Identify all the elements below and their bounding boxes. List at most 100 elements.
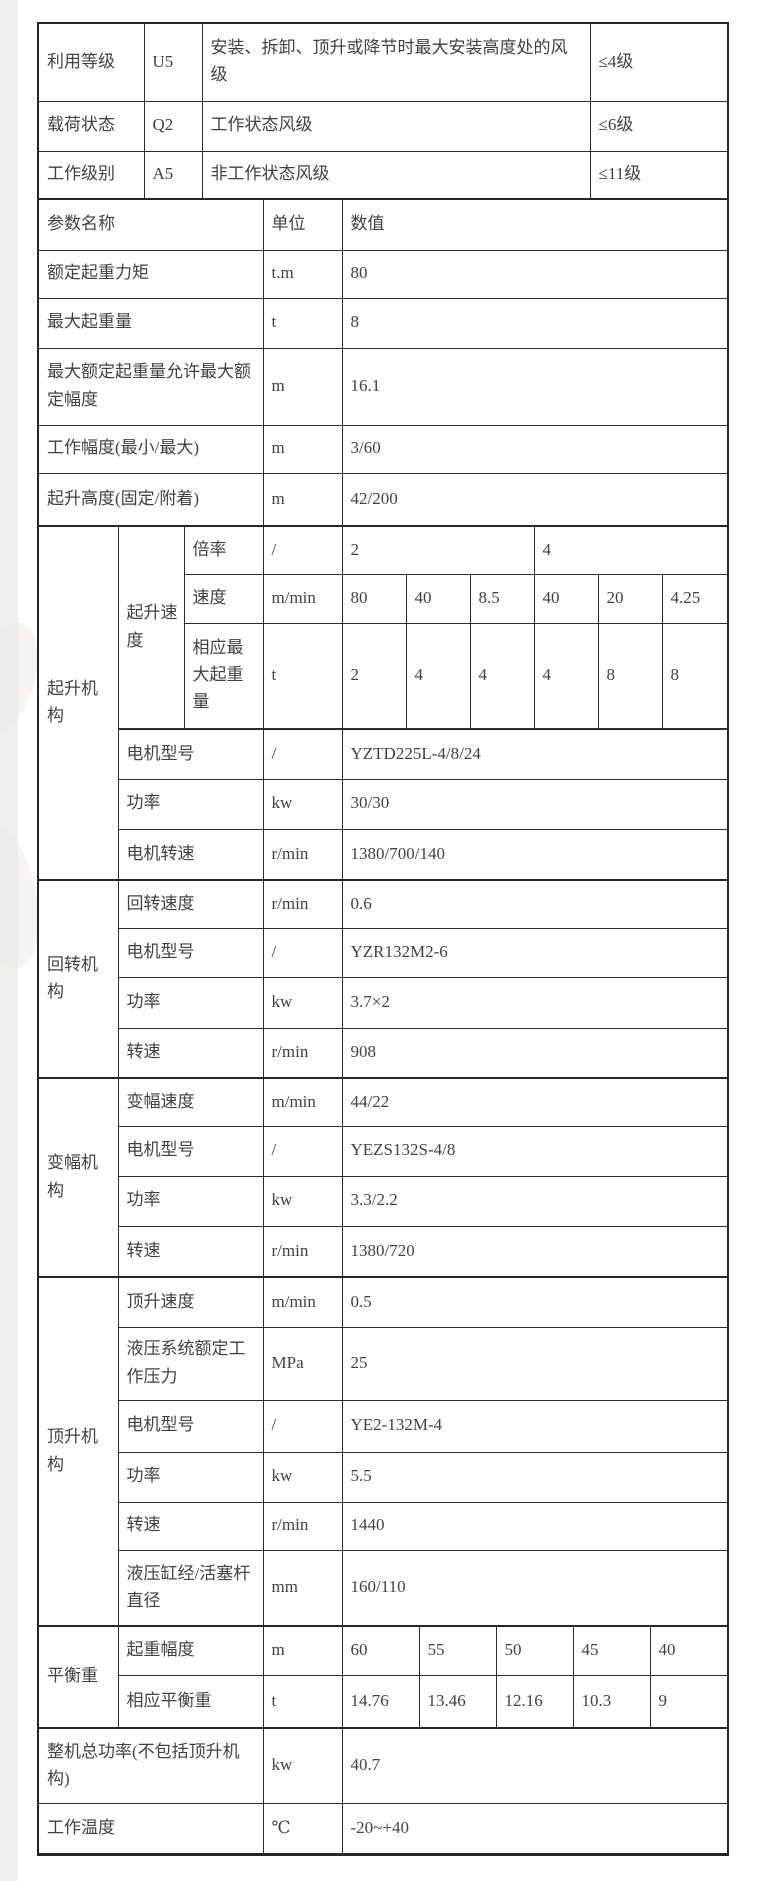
counterweight-weight-label: 相应平衡重 <box>117 1674 263 1727</box>
section-label-hoisting: 起升机构 <box>39 525 118 879</box>
hoisting-mechanism-table: 起升机构 起升速度 倍率 / 2 4 速度 m/min 80 40 8.5 40… <box>39 525 728 879</box>
param-name-cell: 转速 <box>117 1225 263 1276</box>
param-value-cell: 1380/720 <box>341 1225 727 1276</box>
counterweight-radius-value: 60 <box>341 1625 419 1675</box>
hoisting-capacity-value: 2 <box>341 622 406 729</box>
param-unit-cell: r/min <box>262 828 342 879</box>
classification-wind-limit-cell: ≤4级 <box>589 24 727 101</box>
counterweight-weight-value: 13.46 <box>418 1674 496 1727</box>
classification-wind-desc-cell: 工作状态风级 <box>201 100 590 151</box>
param-unit-cell: / <box>262 1125 342 1176</box>
param-name-cell: 电机型号 <box>117 1399 263 1452</box>
classification-code-cell: A5 <box>143 150 202 198</box>
param-header-value-cell: 数值 <box>341 198 727 250</box>
param-value-cell: YZR132M2-6 <box>341 927 727 977</box>
section-label-jacking: 顶升机构 <box>39 1276 118 1625</box>
param-name-cell: 转速 <box>117 1501 263 1550</box>
param-value-cell: 25 <box>341 1326 727 1400</box>
hoisting-capacity-value: 8 <box>661 622 728 729</box>
param-unit-cell: ℃ <box>262 1802 342 1853</box>
param-name-cell: 液压系统额定工作压力 <box>117 1326 263 1400</box>
param-name-cell: 起升高度(固定/附着) <box>39 472 263 525</box>
classification-wind-limit-cell: ≤11级 <box>589 150 727 198</box>
section-label-luffing: 变幅机构 <box>39 1077 118 1276</box>
hoisting-capacity-unit: t <box>262 622 342 729</box>
counterweight-radius-unit: m <box>262 1625 342 1675</box>
counterweight-table: 平衡重 起重幅度 m 60 55 50 45 40 相应平衡重 t 14.76 … <box>39 1625 727 1727</box>
classification-code-cell: Q2 <box>143 100 202 151</box>
param-value-cell: -20~+40 <box>341 1802 727 1853</box>
param-name-cell: 电机型号 <box>117 728 263 779</box>
param-value-cell: 3/60 <box>341 424 727 473</box>
param-unit-cell: kw <box>262 778 342 829</box>
param-unit-cell: kw <box>262 1175 342 1226</box>
param-name-cell: 功率 <box>117 976 263 1028</box>
param-name-cell: 最大起重量 <box>39 297 263 348</box>
param-unit-cell: m <box>262 424 342 473</box>
param-value-cell: 8 <box>341 297 727 348</box>
classification-code-cell: U5 <box>143 24 202 101</box>
param-unit-cell: r/min <box>262 1027 342 1077</box>
counterweight-weight-value: 10.3 <box>572 1674 650 1727</box>
hoisting-capacity-value: 4 <box>405 622 470 729</box>
hoisting-speed-value: 8.5 <box>469 573 535 623</box>
hoisting-ratio-unit: / <box>262 525 342 574</box>
param-unit-cell: m <box>262 347 342 425</box>
param-unit-cell: kw <box>262 1727 342 1803</box>
param-name-cell: 功率 <box>117 1451 263 1502</box>
param-name-cell: 工作温度 <box>39 1802 263 1853</box>
param-name-cell: 转速 <box>117 1027 263 1077</box>
param-value-cell: 30/30 <box>341 778 728 829</box>
param-name-cell: 最大额定起重量允许最大额定幅度 <box>39 347 263 425</box>
basic-params-table: 参数名称 单位 数值 额定起重力矩 t.m 80 最大起重量 t 8 最大额定起… <box>39 198 727 525</box>
counterweight-radius-label: 起重幅度 <box>117 1625 263 1675</box>
param-name-cell: 功率 <box>117 1175 263 1226</box>
param-unit-cell: / <box>262 927 342 977</box>
param-unit-cell: kw <box>262 1451 342 1502</box>
param-unit-cell: mm <box>262 1549 342 1625</box>
param-value-cell: 3.3/2.2 <box>341 1175 727 1226</box>
counterweight-radius-value: 40 <box>649 1625 727 1675</box>
param-name-cell: 电机转速 <box>117 828 263 879</box>
counterweight-radius-value: 50 <box>495 1625 573 1675</box>
param-name-cell: 液压缸经/活塞杆直径 <box>117 1549 263 1625</box>
param-value-cell: YEZS132S-4/8 <box>341 1125 727 1176</box>
classification-wind-limit-cell: ≤6级 <box>589 100 727 151</box>
hoisting-speed-value: 40 <box>533 573 599 623</box>
counterweight-weight-value: 14.76 <box>341 1674 419 1727</box>
param-name-cell: 工作幅度(最小/最大) <box>39 424 263 473</box>
hoisting-speed-unit: m/min <box>262 573 342 623</box>
hoisting-ratio-value: 4 <box>533 525 728 574</box>
jacking-mechanism-table: 顶升机构 顶升速度 m/min 0.5 液压系统额定工作压力 MPa 25 电机… <box>39 1276 727 1625</box>
param-value-cell: 3.7×2 <box>341 976 727 1028</box>
param-value-cell: 42/200 <box>341 472 727 525</box>
param-unit-cell: r/min <box>262 879 342 928</box>
summary-table: 整机总功率(不包括顶升机构) kw 40.7 工作温度 ℃ -20~+40 <box>39 1727 727 1853</box>
hoisting-ratio-label: 倍率 <box>183 525 263 574</box>
param-unit-cell: m <box>262 472 342 525</box>
param-unit-cell: t <box>262 297 342 348</box>
param-value-cell: 5.5 <box>341 1451 727 1502</box>
crane-spec-table: 利用等级 U5 安装、拆卸、顶升或降节时最大安装高度处的风级 ≤4级 载荷状态 … <box>37 22 729 1856</box>
param-unit-cell: MPa <box>262 1326 342 1400</box>
param-value-cell: 16.1 <box>341 347 727 425</box>
param-name-cell: 电机型号 <box>117 1125 263 1176</box>
param-unit-cell: m/min <box>262 1276 342 1327</box>
section-label-slewing: 回转机构 <box>39 879 118 1077</box>
param-value-cell: 0.6 <box>341 879 727 928</box>
param-value-cell: 44/22 <box>341 1077 727 1126</box>
param-value-cell: YZTD225L-4/8/24 <box>341 728 728 779</box>
param-name-cell: 变幅速度 <box>117 1077 263 1126</box>
classification-name-cell: 载荷状态 <box>39 100 144 151</box>
param-header-name-cell: 参数名称 <box>39 198 263 250</box>
counterweight-weight-value: 12.16 <box>495 1674 573 1727</box>
hoisting-speed-value: 80 <box>341 573 406 623</box>
param-name-cell: 顶升速度 <box>117 1276 263 1327</box>
hoisting-capacity-value: 4 <box>533 622 599 729</box>
param-name-cell: 功率 <box>117 778 263 829</box>
counterweight-radius-value: 55 <box>418 1625 496 1675</box>
classification-name-cell: 工作级别 <box>39 150 144 198</box>
hoisting-capacity-value: 4 <box>469 622 535 729</box>
param-value-cell: 160/110 <box>341 1549 727 1625</box>
param-value-cell: 80 <box>341 249 727 298</box>
